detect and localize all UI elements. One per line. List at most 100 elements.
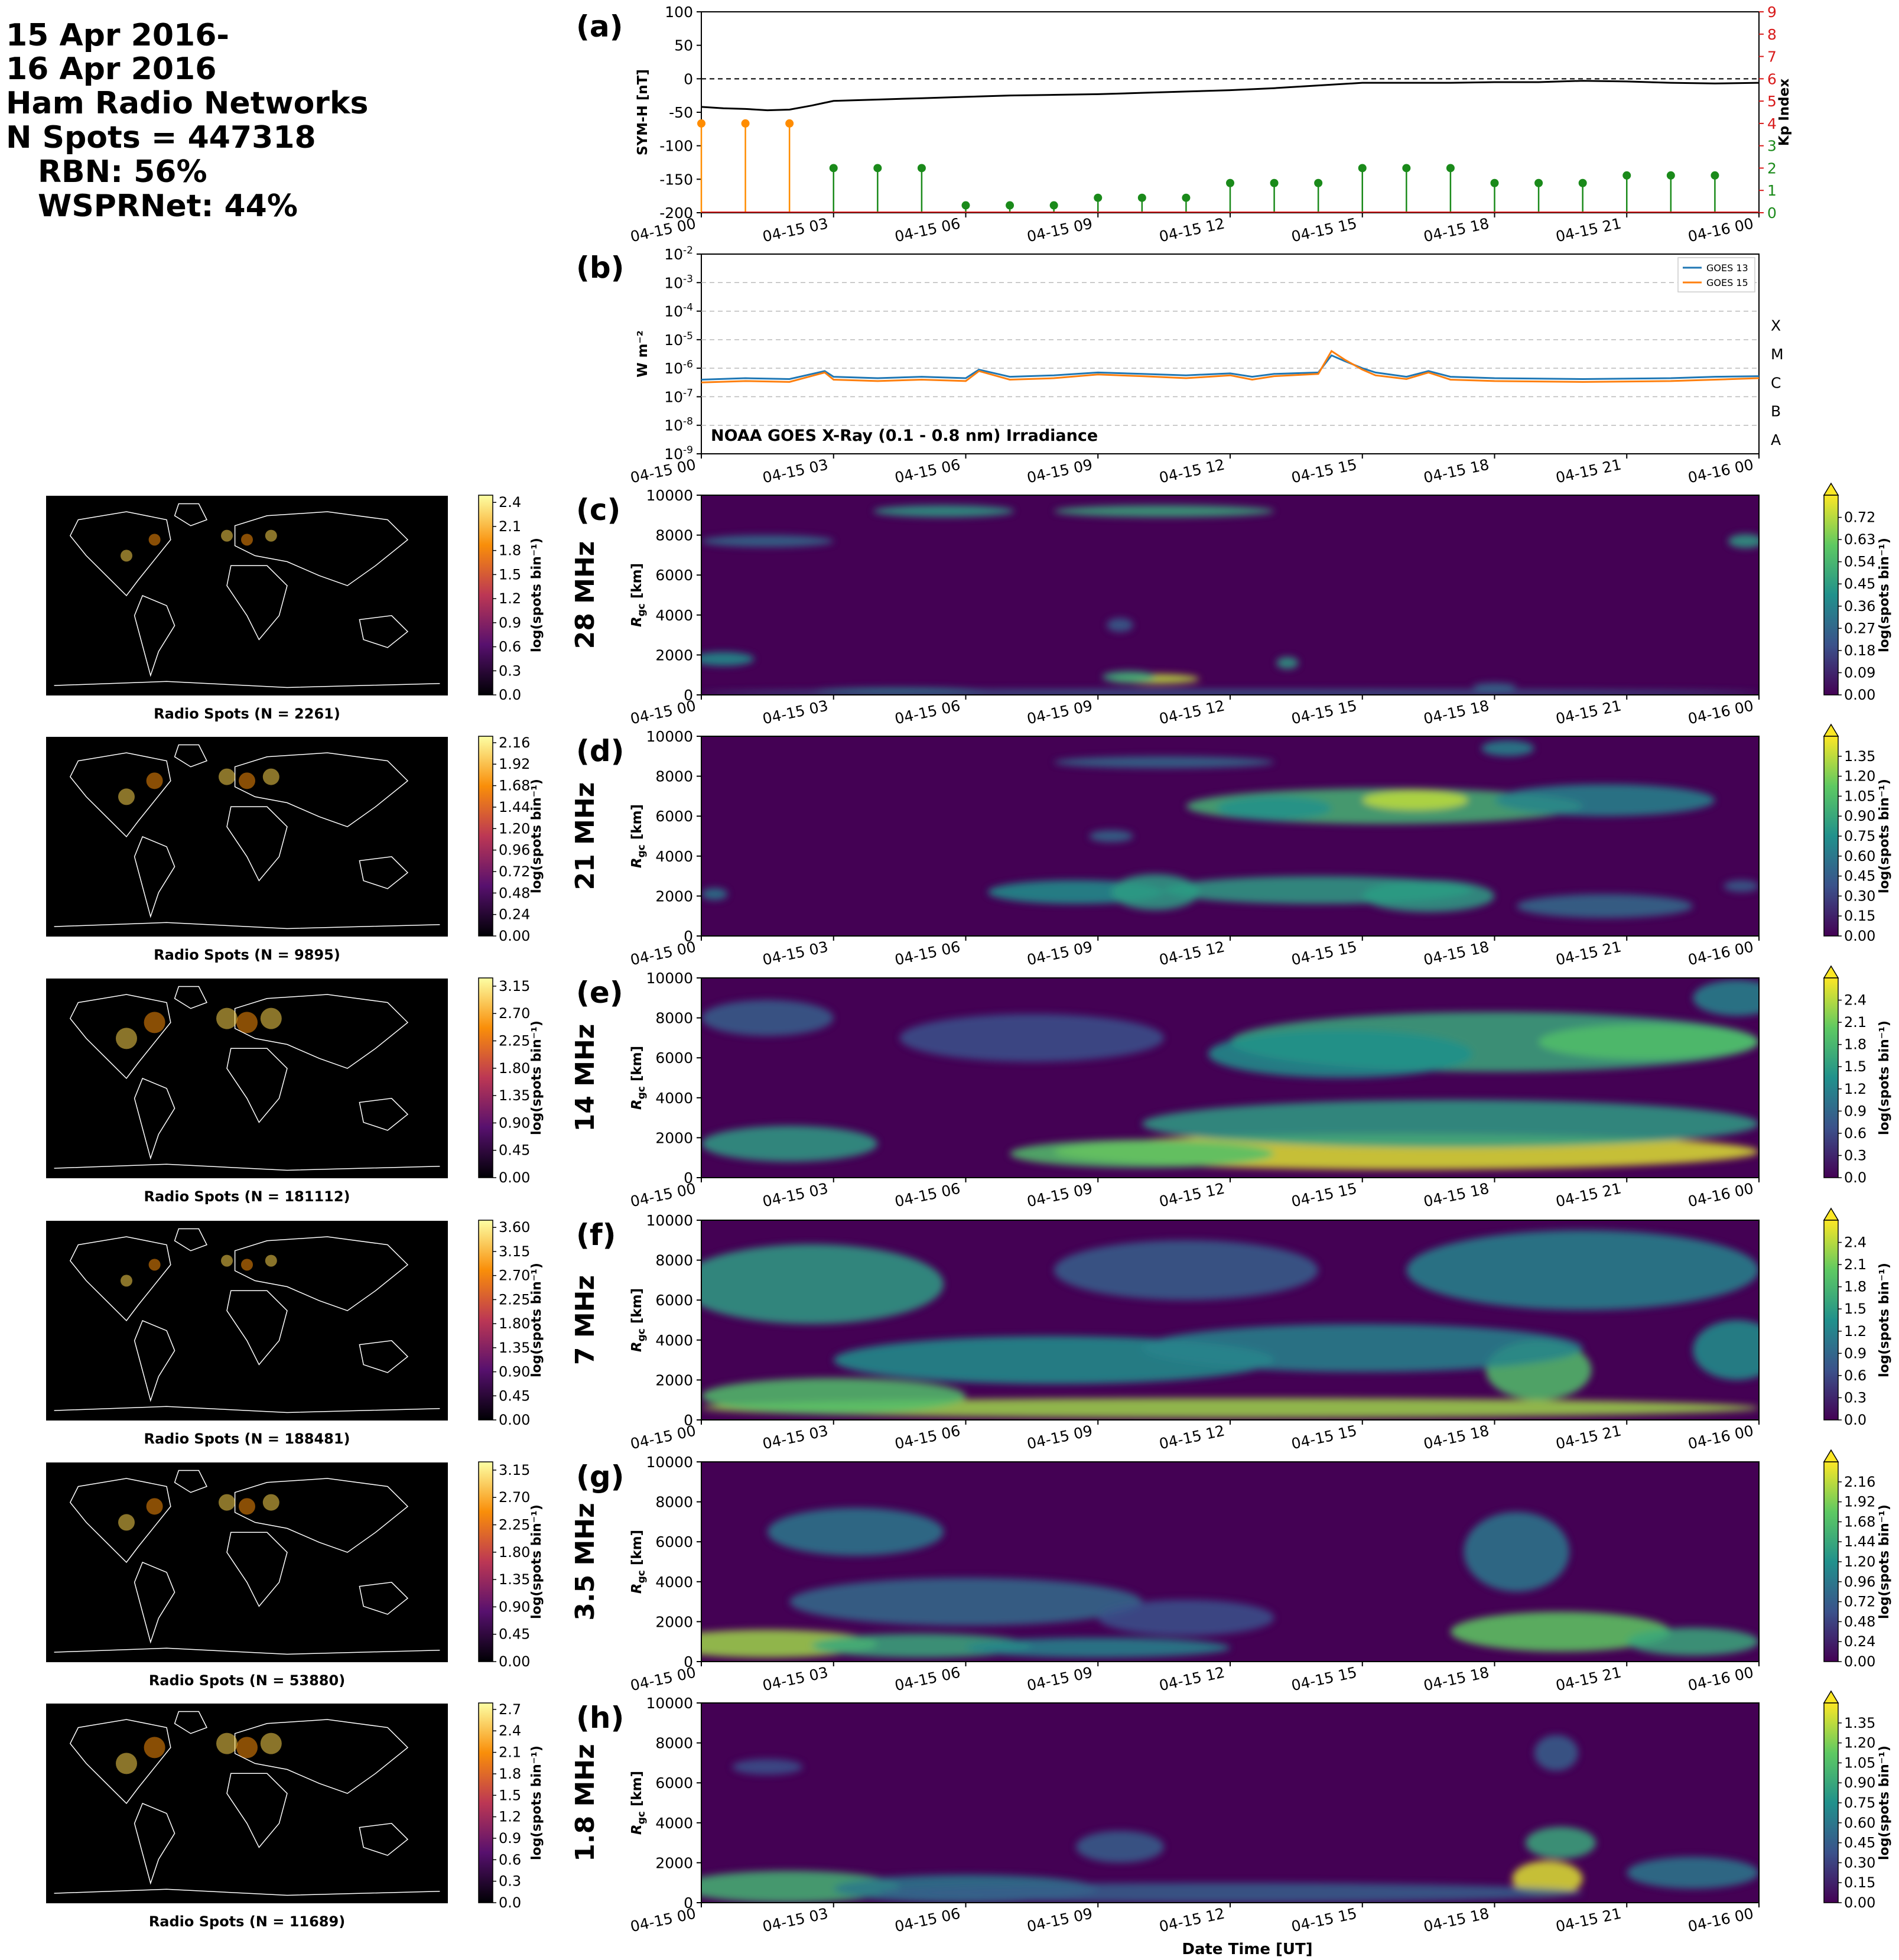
range-axis-unit: [km] <box>629 1771 645 1811</box>
heatmap-ytick-label: 8000 <box>655 527 693 544</box>
coastline <box>69 1719 171 1805</box>
spot-density-marker <box>241 1259 253 1271</box>
map-panel-f: Radio Spots (N = 188481) 0.00 0.45 0.90 1.35… <box>46 1219 544 1447</box>
heatmap-density-blob <box>1464 1512 1570 1592</box>
heatmap-d-xtick-label: 04-15 09 <box>1026 938 1094 969</box>
range-axis-symbol: R <box>629 616 645 627</box>
map-colorbar-tick-label: 1.35 <box>499 1087 530 1104</box>
colorbar-extend-arrow <box>1823 1207 1839 1221</box>
colorbar-tick-label: 0.75 <box>1844 1795 1875 1811</box>
world-map <box>46 496 448 695</box>
kp-marker <box>1446 164 1455 173</box>
heatmap-h-xtick-label: 04-15 21 <box>1555 1905 1623 1936</box>
map-colorbar-tick-label: 0.00 <box>499 928 530 944</box>
heatmap-f-xtick-label: 04-15 00 <box>629 1422 697 1453</box>
heatmap-g-xtick-label: 04-15 15 <box>1290 1664 1358 1695</box>
map-spot-count: Radio Spots (N = 188481) <box>144 1431 350 1447</box>
spot-density-marker <box>260 1733 282 1754</box>
heatmap-density-blob <box>1053 505 1274 518</box>
map-colorbar-tick-label: 2.70 <box>499 1005 530 1022</box>
coastline-antarctica <box>54 1647 440 1655</box>
heatmap-ytick-label: 6000 <box>655 567 693 584</box>
heatmap-ytick-label: 2000 <box>655 1854 693 1871</box>
kp-axis-tick-label: 0 <box>1767 204 1777 222</box>
coastline <box>234 1478 409 1553</box>
map-colorbar-tick-label: 1.8 <box>499 1766 521 1782</box>
kp-marker <box>1490 178 1499 187</box>
heatmap-e-xtick-label: 04-16 00 <box>1686 1180 1755 1211</box>
colorbar-tick-label: 0.00 <box>1844 1894 1875 1911</box>
heatmap-colorbar <box>1823 1702 1839 1903</box>
heatmap-ytick-label: 10000 <box>646 1454 693 1471</box>
heatmap-e-xtick-label: 04-15 15 <box>1290 1180 1358 1211</box>
coastline <box>134 1803 175 1885</box>
coastline <box>359 615 409 648</box>
x-axis-label: Date Time [UT] <box>1182 1941 1312 1958</box>
map-colorbar-tick-label: 3.15 <box>499 1462 530 1478</box>
heatmap-c-xtick-label: 04-15 00 <box>629 697 697 728</box>
map-colorbar-tick-label: 0.00 <box>499 1169 530 1186</box>
heatmap-ytick-label: 2000 <box>655 646 693 664</box>
heatmap-density-blob <box>1102 671 1156 683</box>
heatmap-density-blob <box>965 1637 1230 1658</box>
heatmap-density-blob <box>701 535 834 547</box>
heatmap-f-xtick-label: 04-16 00 <box>1686 1422 1755 1453</box>
heatmap-colorbar <box>1823 977 1839 1178</box>
band-label: 3.5 MHz <box>570 1503 600 1620</box>
colorbar-tick-label: 1.8 <box>1844 1036 1867 1053</box>
heatmap-ytick-label: 8000 <box>655 1494 693 1511</box>
heatmap-density-blob <box>701 689 1759 695</box>
colorbar-tick-label: 0.3 <box>1844 1147 1867 1163</box>
heatmap-d-xtick-label: 04-15 03 <box>761 938 830 969</box>
kp-axis-tick-label: 6 <box>1767 70 1777 87</box>
heatmap-colorbar <box>1823 736 1839 937</box>
heatmap-e-xtick-label: 04-15 06 <box>893 1180 962 1211</box>
header-date-start: 15 Apr 2016- <box>6 18 229 53</box>
heatmap-panel-f: 0 2000 4000 6000 8000 10000 (f) 7 MHz Rgc [km] 04… <box>570 1207 1892 1453</box>
colorbar-tick-label: 0.6 <box>1844 1125 1867 1142</box>
panel-a-xtick-label: 04-15 15 <box>1290 215 1358 246</box>
colorbar-tick-label: 2.4 <box>1844 992 1867 1009</box>
symh-line <box>701 80 1760 112</box>
coastline <box>226 1773 288 1848</box>
heatmap-panel-d: 0 2000 4000 6000 8000 10000 (d) 21 MHz Rgc [km] 0… <box>570 723 1892 969</box>
colorbar-tick-label: 1.8 <box>1844 1279 1867 1295</box>
heatmap-f-xtick-label: 04-15 21 <box>1555 1422 1623 1453</box>
map-colorbar-tick-label: 1.20 <box>499 820 530 837</box>
spot-density-marker <box>118 1514 135 1531</box>
spot-density-marker <box>236 1012 258 1033</box>
colorbar-tick-label: 0.45 <box>1844 576 1875 592</box>
heatmap-g-xtick-label: 04-15 06 <box>893 1664 962 1695</box>
goes-series-line <box>701 354 1760 381</box>
heatmap-density-blob <box>1494 784 1715 817</box>
colorbar-tick-label: 0.30 <box>1844 1854 1875 1871</box>
irradiance-axis-label: W m⁻² <box>635 330 651 378</box>
heatmap-density-blob <box>767 1507 944 1556</box>
coastline <box>174 1711 208 1734</box>
header-date-end: 16 Apr 2016 <box>6 51 216 87</box>
heatmap-g-xtick-label: 04-15 09 <box>1026 1664 1094 1695</box>
map-colorbar-tick-label: 0.24 <box>499 906 530 923</box>
range-axis-subscript: gc <box>636 1811 648 1824</box>
panel-a-xtick-label: 04-15 03 <box>761 215 830 246</box>
map-colorbar-tick-label: 1.92 <box>499 756 530 772</box>
range-axis-label: Rgc [km] <box>629 1530 648 1594</box>
kp-marker <box>1049 201 1058 210</box>
heatmap-ytick-label: 0 <box>684 1894 693 1912</box>
colorbar-tick-label: 2.16 <box>1844 1474 1875 1490</box>
heatmap-density-blob <box>701 1397 1759 1418</box>
map-colorbar-tick-label: 0.3 <box>499 1873 521 1890</box>
heatmap-ytick-label: 8000 <box>655 1252 693 1269</box>
map-panel-g: Radio Spots (N = 53880) 0.00 0.45 0.90 1.35 1… <box>46 1461 544 1689</box>
panel-b-xtick-label: 04-15 15 <box>1290 456 1358 487</box>
spot-density-marker <box>262 1494 279 1511</box>
colorbar-tick-label: 0.27 <box>1844 620 1875 636</box>
coastline <box>226 1048 288 1123</box>
heatmap-density-blob <box>1053 1240 1319 1301</box>
heatmap-panel-c: 0 2000 4000 6000 8000 10000 (c) 28 MHz Rgc [km] 0… <box>570 482 1892 728</box>
spot-density-marker <box>265 1254 277 1267</box>
colorbar-tick-label: 1.2 <box>1844 1323 1867 1340</box>
range-axis-symbol: R <box>629 1583 645 1594</box>
heatmap-ytick-label: 8000 <box>655 1735 693 1752</box>
map-colorbar-tick-label: 0.90 <box>499 1598 530 1615</box>
